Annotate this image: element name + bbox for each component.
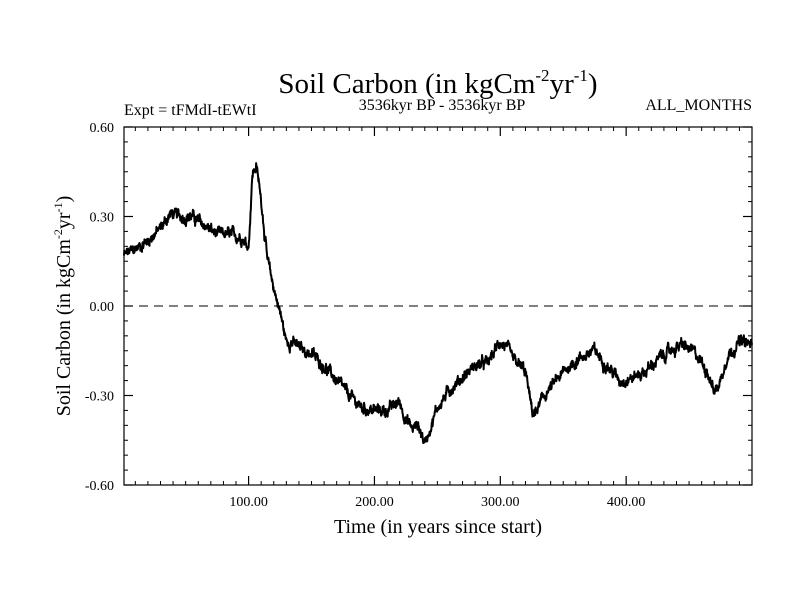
y-tick-label: 0.30 xyxy=(90,211,115,226)
chart-title-main: Soil Carbon (in kgCm xyxy=(278,68,535,100)
subtitle-period: 3536kyr BP - 3536kyr BP xyxy=(359,97,526,114)
chart-title-sup2: -1 xyxy=(574,66,588,85)
y-axis-label-sup2: -1 xyxy=(51,202,65,212)
y-axis-ticks: -0.60 -0.30 0.00 0.30 0.60 xyxy=(85,121,752,494)
subtitle-experiment: Expt = tFMdI-tEWtI xyxy=(124,102,257,119)
chart-title-end: ) xyxy=(588,68,598,100)
minor-ticks xyxy=(124,127,752,485)
x-tick-label: 300.00 xyxy=(481,495,520,510)
y-tick-label: -0.60 xyxy=(85,479,114,494)
y-axis-label-mid: yr xyxy=(53,212,75,229)
y-axis-label-sup1: -2 xyxy=(51,229,65,239)
y-tick-label: 0.60 xyxy=(90,121,115,136)
subtitle-months: ALL_MONTHS xyxy=(645,97,752,114)
soil-carbon-series-line xyxy=(123,162,753,445)
chart-title-sup1: -2 xyxy=(535,66,549,85)
x-tick-label: 200.00 xyxy=(355,495,394,510)
chart-title: Soil Carbon (in kgCm-2yr-1) xyxy=(278,66,597,100)
y-axis-label: Soil Carbon (in kgCm-2yr-1) xyxy=(51,196,75,417)
x-axis-ticks: 100.00 200.00 300.00 400.00 xyxy=(229,127,645,510)
chart-title-mid: yr xyxy=(550,68,575,100)
x-tick-label: 400.00 xyxy=(607,495,646,510)
x-tick-label: 100.00 xyxy=(229,495,268,510)
x-axis-label: Time (in years since start) xyxy=(334,516,542,538)
y-axis-label-main: Soil Carbon (in kgCm xyxy=(53,239,75,417)
y-tick-label: -0.30 xyxy=(85,390,114,405)
y-axis-label-end: ) xyxy=(53,196,75,203)
y-tick-label: 0.00 xyxy=(90,300,115,315)
